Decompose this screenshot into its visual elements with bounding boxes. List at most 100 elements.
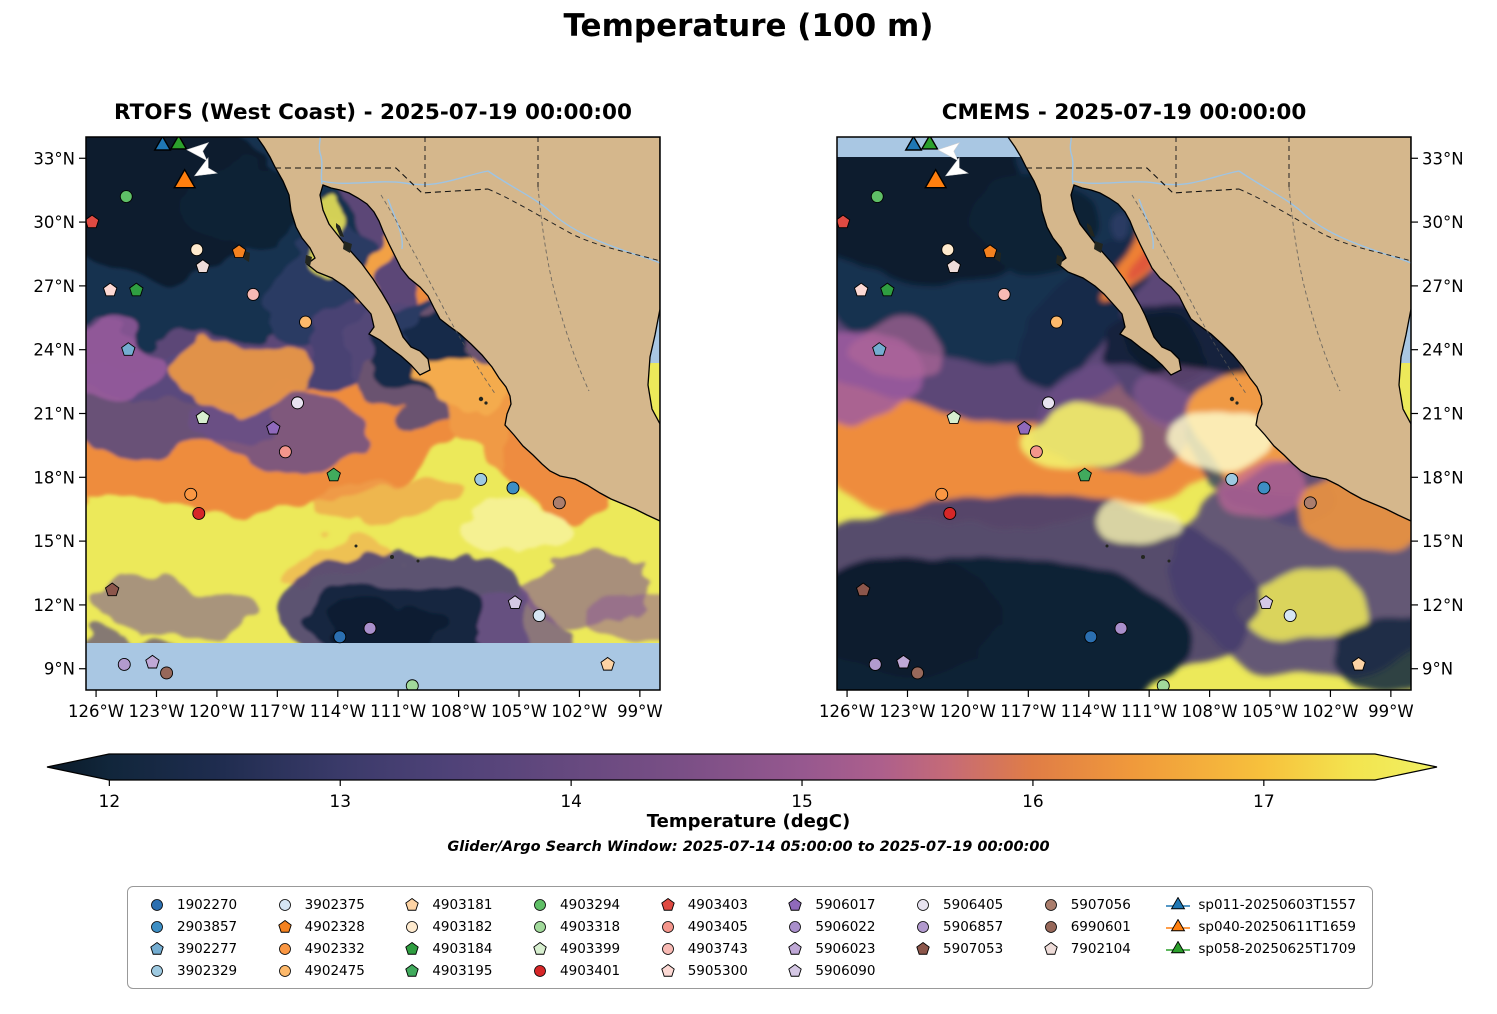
glider-heading-arrow	[186, 142, 210, 162]
search-window-subtitle: Glider/Argo Search Window: 2025-07-14 05…	[447, 839, 1050, 855]
float-marker-2903857	[506, 481, 520, 495]
lat-tick-label: 18°N	[33, 468, 75, 487]
float-marker-5906023	[145, 654, 160, 669]
legend-label: 4903743	[687, 940, 748, 957]
colorbar-tick-label: 15	[791, 792, 813, 812]
no-data-band-south	[86, 643, 660, 690]
circle-marker-icon	[917, 898, 929, 911]
float-marker-5906023	[896, 654, 911, 669]
legend-column: 5906405 5906857 5907053	[910, 896, 1003, 957]
lon-tick-label: 114°W	[1061, 702, 1117, 721]
lat-tick-label: 12°N	[1422, 596, 1464, 615]
legend-box: 1902270 2903857 3902277 3902329 3902375 49023…	[127, 886, 1373, 989]
float-marker-4903401	[943, 507, 957, 520]
legend-label: 3902329	[177, 962, 238, 979]
lat-tick-label: 15°N	[1422, 532, 1464, 551]
lat-tick-label: 15°N	[33, 532, 75, 551]
float-marker-4902475	[1050, 315, 1063, 329]
lon-tick-label: 120°W	[940, 702, 996, 721]
float-marker-4903181	[600, 656, 615, 671]
legend-item-6990601: 6990601	[1038, 918, 1131, 935]
legend-label: 5906857	[943, 918, 1004, 935]
legend-label: 5906405	[943, 896, 1004, 913]
lat-tick-label: 33°N	[33, 149, 75, 168]
float-marker-4903182	[941, 243, 955, 257]
legend-label: 4903182	[432, 918, 493, 935]
legend-item-4903182: 4903182	[399, 918, 492, 935]
lat-tick-label: 24°N	[33, 341, 75, 360]
float-marker-4903401	[192, 507, 206, 520]
float-marker-1902270	[1084, 630, 1098, 644]
float-marker-sp011-20250603T1557	[904, 137, 923, 151]
float-marker-5907053	[104, 582, 120, 597]
legend-column: 4903181 4903182 4903184 4903195	[399, 896, 492, 979]
float-marker-4903184	[129, 282, 144, 297]
legend-item-sp058-20250625T1709: sp058-20250625T1709	[1165, 940, 1356, 957]
legend-item-4903405: 4903405	[655, 918, 748, 935]
float-marker-4902475	[299, 315, 312, 329]
circle-marker-icon	[406, 920, 419, 933]
legend-item-4903184: 4903184	[399, 940, 492, 957]
legend-item-3902277: 3902277	[144, 940, 237, 957]
pentagon-marker-icon	[150, 941, 164, 955]
float-marker-3902277	[872, 342, 887, 356]
float-marker-4903743	[997, 287, 1011, 301]
float-marker-4903195	[1077, 467, 1092, 482]
circle-marker-icon	[278, 898, 291, 911]
float-markers-layer	[86, 137, 615, 690]
legend-item-4903403: 4903403	[655, 896, 748, 913]
legend-label: 4902328	[304, 918, 365, 935]
legend-item-5906405: 5906405	[910, 896, 1003, 913]
legend-column: 4903294 4903318 4903399 4903401	[527, 896, 620, 979]
legend-item-4903399: 4903399	[527, 940, 620, 957]
lon-tick-label: 99°W	[617, 702, 663, 721]
lat-tick-label: 33°N	[1422, 149, 1464, 168]
lat-tick-label: 27°N	[33, 277, 75, 296]
legend-label: 4903399	[560, 940, 621, 957]
legend-item-2903857: 2903857	[144, 918, 237, 935]
legend-label: sp040-20250611T1659	[1198, 918, 1356, 935]
legend-label: 4902475	[304, 962, 365, 979]
legend-label: 5905300	[687, 962, 748, 979]
float-marker-7902104	[195, 259, 211, 273]
legend-label: 6990601	[1070, 918, 1131, 935]
legend-item-sp040-20250611T1659: sp040-20250611T1659	[1165, 918, 1356, 935]
map-cmems: 126°W 123°W 120°W 117°W 114°W 111°W 108°W 105°W…	[819, 136, 1464, 721]
legend-label: 5906023	[815, 940, 876, 957]
legend-item-4903743: 4903743	[655, 940, 748, 957]
lat-tick-label: 30°N	[33, 213, 75, 232]
float-marker-4902332	[935, 487, 949, 501]
legend-label: 4903318	[560, 918, 621, 935]
lat-tick-label: 12°N	[33, 596, 75, 615]
legend-item-4903401: 4903401	[527, 962, 620, 979]
float-marker-4903182	[190, 243, 204, 257]
float-marker-5906090	[1258, 595, 1274, 609]
legend-item-5906023: 5906023	[782, 940, 875, 957]
lon-tick-label: 105°W	[1242, 702, 1298, 721]
legend-label: 5907053	[943, 940, 1004, 957]
lon-tick-label: 111°W	[1121, 702, 1177, 721]
legend-label: 4903405	[687, 918, 748, 935]
lon-tick-label: 99°W	[1368, 702, 1414, 721]
lon-tick-label: 108°W	[431, 702, 487, 721]
lat-tick-label: 21°N	[1422, 405, 1464, 424]
legend-column: sp011-20250603T1557 sp040-20250611T1659 sp…	[1165, 896, 1356, 957]
float-marker-sp040-20250611T1659	[173, 168, 197, 189]
float-marker-3902375	[1283, 609, 1297, 623]
legend-column: 4903403 4903405 4903743 5905300	[655, 896, 748, 979]
float-marker-4903405	[1029, 445, 1043, 459]
float-marker-5906022	[363, 621, 377, 635]
pentagon-marker-icon	[405, 941, 420, 955]
legend-item-3902375: 3902375	[272, 896, 365, 913]
legend-item-5906017: 5906017	[782, 896, 875, 913]
legend-label: 4903181	[432, 896, 493, 913]
float-marker-4903294	[870, 190, 884, 204]
float-marker-5905300	[853, 282, 869, 297]
lon-tick-label: 123°W	[128, 702, 184, 721]
legend-label: 2903857	[177, 918, 238, 935]
float-marker-sp058-20250625T1709	[169, 137, 188, 150]
legend-item-5906090: 5906090	[782, 962, 875, 979]
circle-marker-icon	[661, 942, 674, 955]
lat-tick-label: 9°N	[44, 660, 75, 679]
float-marker-5907056	[1303, 496, 1317, 510]
